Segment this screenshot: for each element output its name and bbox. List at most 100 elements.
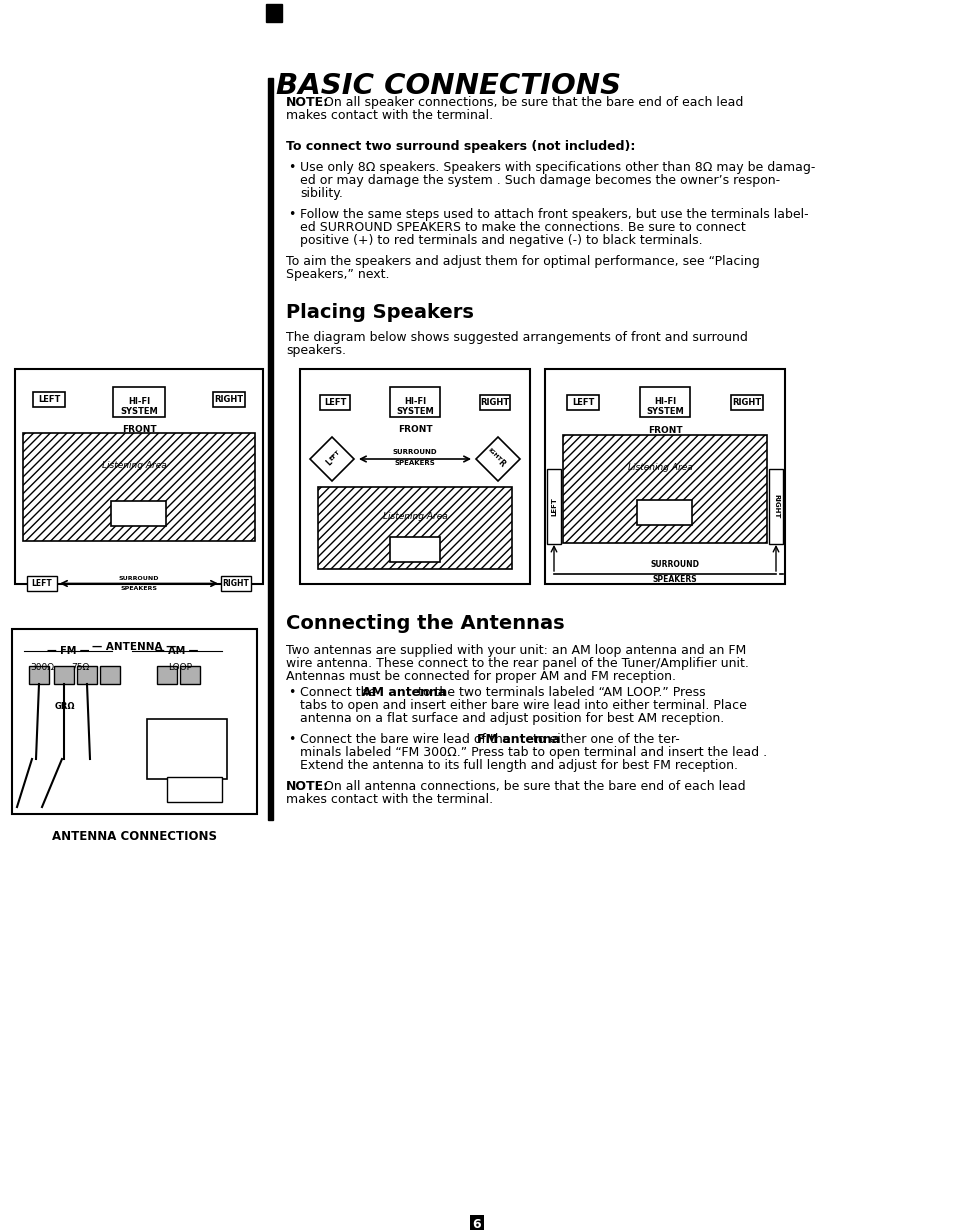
Text: Connecting the Antennas: Connecting the Antennas [286,614,564,633]
Text: Listening Area: Listening Area [102,461,166,470]
Text: SYSTEM: SYSTEM [395,407,434,416]
Text: to the two terminals labeled “AM LOOP.” Press: to the two terminals labeled “AM LOOP.” … [414,686,705,699]
Text: SYSTEM: SYSTEM [120,407,157,416]
Text: On all antenna connections, be sure that the bare end of each lead: On all antenna connections, be sure that… [324,780,745,793]
Bar [562,435,766,542]
Text: LEFT: LEFT [571,399,594,407]
Text: •: • [288,686,295,699]
Text: HI-FI: HI-FI [653,397,676,406]
Text: 6: 6 [472,1218,481,1230]
Text: Connect the bare wire lead of the: Connect the bare wire lead of the [299,733,514,747]
Bar [268,77,273,820]
Text: — FM —: — FM — [47,646,90,656]
Text: LEFT: LEFT [31,579,52,588]
Bar [157,665,177,684]
Text: L: L [324,458,334,467]
Bar [54,665,74,684]
Text: IGHT: IGHT [486,448,501,462]
Text: SURROUND: SURROUND [393,449,436,455]
Bar [390,538,439,562]
Text: The diagram below shows suggested arrangements of front and surround: The diagram below shows suggested arrang… [286,331,747,344]
Text: Speakers,” next.: Speakers,” next. [286,268,389,280]
Text: NOTE:: NOTE: [286,96,329,109]
Bar [639,387,689,417]
Bar [167,777,222,802]
Text: Listening Area: Listening Area [627,462,692,472]
Text: SPEAKERS: SPEAKERS [652,574,697,584]
Text: •: • [288,208,295,221]
Bar [768,469,782,544]
Text: BASIC CONNECTIONS: BASIC CONNECTIONS [275,73,620,100]
Bar [147,720,227,779]
Text: NOTE:: NOTE: [286,780,329,793]
Text: Use only 8Ω speakers. Speakers with specifications other than 8Ω may be damag-: Use only 8Ω speakers. Speakers with spec… [299,161,815,173]
Bar [23,433,254,541]
Bar [566,395,598,410]
Bar [112,387,165,417]
Text: Extend the antenna to its full length and adjust for best FM reception.: Extend the antenna to its full length an… [299,759,738,772]
Text: SPEAKERS: SPEAKERS [120,585,157,590]
Text: RIGHT: RIGHT [732,399,760,407]
Text: ANTENNA CONNECTIONS: ANTENNA CONNECTIONS [52,830,216,843]
Bar [77,665,97,684]
Bar [479,395,510,410]
Text: Follow the same steps used to attach front speakers, but use the terminals label: Follow the same steps used to attach fro… [299,208,808,221]
Text: to either one of the ter-: to either one of the ter- [528,733,679,747]
Text: HI-FI: HI-FI [403,397,426,406]
Bar [390,387,439,417]
Text: ed SURROUND SPEAKERS to make the connections. Be sure to connect: ed SURROUND SPEAKERS to make the connect… [299,221,745,234]
Text: SYSTEM: SYSTEM [645,407,683,416]
Text: On all speaker connections, be sure that the bare end of each lead: On all speaker connections, be sure that… [324,96,742,109]
Text: Placing Speakers: Placing Speakers [286,303,474,322]
Text: minals labeled “FM 300Ω.” Press tab to open terminal and insert the lead .: minals labeled “FM 300Ω.” Press tab to o… [299,747,766,759]
Bar [299,369,530,584]
Text: To connect two surround speakers (not included):: To connect two surround speakers (not in… [286,140,635,153]
Text: •: • [288,161,295,173]
Text: To aim the speakers and adjust them for optimal performance, see “Placing: To aim the speakers and adjust them for … [286,255,759,268]
Text: Two antennas are supplied with your unit: an AM loop antenna and an FM: Two antennas are supplied with your unit… [286,645,745,657]
Bar [319,395,350,410]
Text: 300Ω: 300Ω [30,663,54,672]
Bar [180,665,200,684]
Text: — AM —: — AM — [155,646,198,656]
Text: FM antenna: FM antenna [476,733,559,747]
Text: GRΩ: GRΩ [54,702,75,711]
Text: — ANTENNA —: — ANTENNA — [92,642,176,652]
Text: makes contact with the terminal.: makes contact with the terminal. [286,109,493,122]
Text: SURROUND: SURROUND [118,576,159,581]
Bar [29,665,49,684]
Text: SPEAKERS: SPEAKERS [395,460,435,466]
Bar [266,4,282,22]
Bar [112,501,167,526]
Text: FRONT: FRONT [122,426,156,434]
Polygon shape [310,437,354,481]
Text: LEFT: LEFT [323,399,346,407]
Text: AM antenna: AM antenna [362,686,446,699]
Bar [317,487,512,569]
Text: RIGHT: RIGHT [214,395,243,403]
Text: RIGHT: RIGHT [480,399,509,407]
Text: HI-FI: HI-FI [128,397,150,406]
Text: Connect the: Connect the [299,686,380,699]
Text: SURROUND: SURROUND [650,560,699,569]
Text: wire antenna. These connect to the rear panel of the Tuner/Amplifier unit.: wire antenna. These connect to the rear … [286,657,748,670]
Text: EFT: EFT [329,449,341,461]
Text: R: R [496,458,506,469]
Polygon shape [476,437,519,481]
Text: Antennas must be connected for proper AM and FM reception.: Antennas must be connected for proper AM… [286,670,676,683]
Text: makes contact with the terminal.: makes contact with the terminal. [286,793,493,806]
Bar [15,369,263,584]
Bar [27,576,57,590]
Text: LOOP: LOOP [168,663,192,672]
Bar [637,501,692,525]
Text: ed or may damage the system . Such damage becomes the owner’s respon-: ed or may damage the system . Such damag… [299,173,780,187]
Bar [730,395,762,410]
Text: Listening Area: Listening Area [382,512,447,522]
Text: FRONT: FRONT [647,426,681,435]
Text: antenna on a flat surface and adjust position for best AM reception.: antenna on a flat surface and adjust pos… [299,712,723,724]
Text: •: • [288,733,295,747]
Bar [546,469,560,544]
Text: LEFT: LEFT [38,395,60,403]
Bar [221,576,251,590]
Text: speakers.: speakers. [286,344,346,357]
